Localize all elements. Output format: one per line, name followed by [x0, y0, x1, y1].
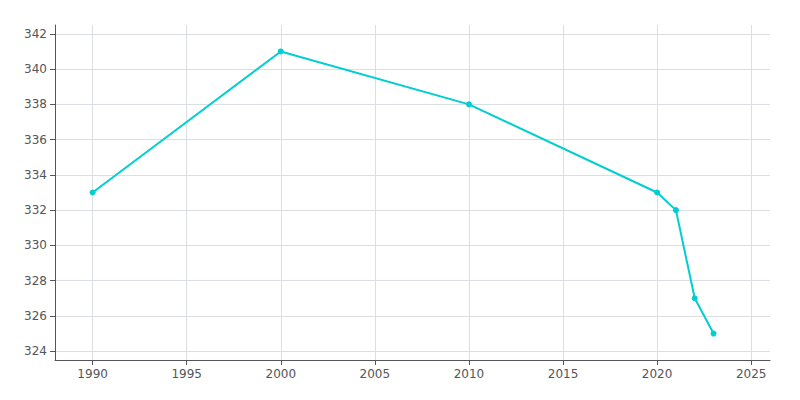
svg-text:1990: 1990: [77, 367, 108, 381]
svg-text:334: 334: [24, 168, 47, 182]
svg-text:1995: 1995: [171, 367, 202, 381]
svg-text:2025: 2025: [736, 367, 767, 381]
svg-text:324: 324: [24, 344, 47, 358]
svg-text:336: 336: [24, 133, 47, 147]
svg-text:2015: 2015: [548, 367, 579, 381]
svg-text:2020: 2020: [642, 367, 673, 381]
svg-text:2000: 2000: [266, 367, 297, 381]
svg-text:2010: 2010: [454, 367, 485, 381]
svg-text:342: 342: [24, 27, 47, 41]
svg-text:2005: 2005: [360, 367, 391, 381]
svg-text:328: 328: [24, 274, 47, 288]
svg-text:338: 338: [24, 97, 47, 111]
svg-text:332: 332: [24, 203, 47, 217]
svg-text:326: 326: [24, 309, 47, 323]
svg-text:340: 340: [24, 62, 47, 76]
svg-text:330: 330: [24, 238, 47, 252]
